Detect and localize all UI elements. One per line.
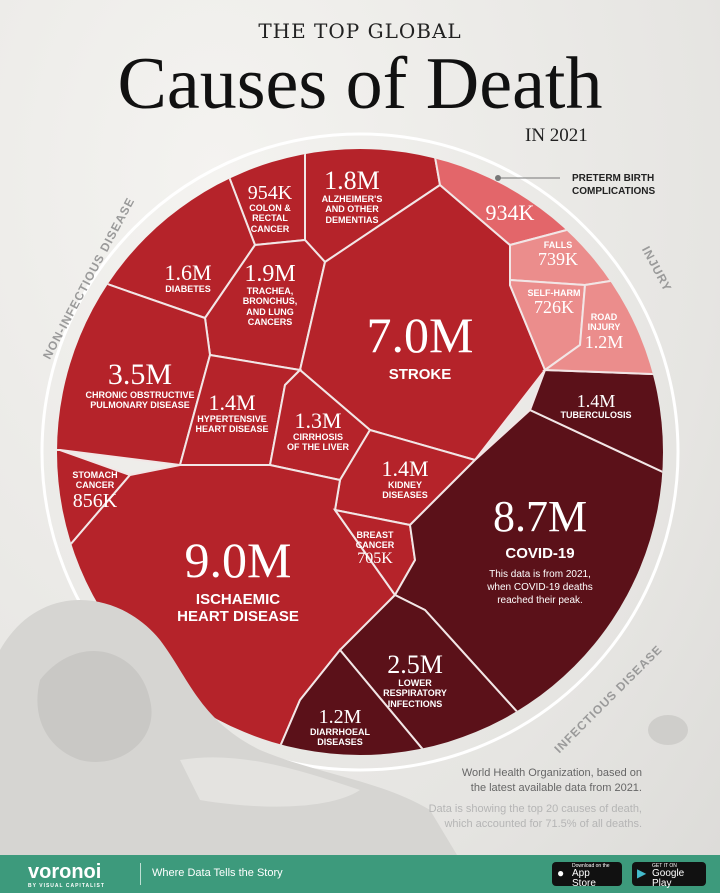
- cell-value: 856K: [72, 489, 118, 512]
- cell-label: 1.4M HYPERTENSIVE HEART DISEASE: [195, 392, 268, 435]
- cell-value: 1.2M: [584, 331, 624, 352]
- cell-name: TUBERCULOSIS: [560, 410, 632, 420]
- cell-name: TRACHEA, BRONCHUS, AND LUNG CANCERS: [242, 286, 298, 328]
- page-title: Causes of Death: [117, 43, 603, 125]
- cell-label: 1.9M TRACHEA, BRONCHUS, AND LUNG CANCERS: [243, 262, 298, 327]
- cell-name: CHRONIC OBSTRUCTIVE PULMONARY DISEASE: [85, 390, 195, 411]
- cell-value: 954K: [247, 182, 293, 204]
- cell-label: 1.8M ALZHEIMER'S AND OTHER DEMENTIAS: [322, 168, 383, 225]
- app-store-button[interactable]: ● Download on the App Store: [552, 862, 622, 889]
- cell-name: ALZHEIMER'S AND OTHER DEMENTIAS: [321, 194, 383, 225]
- cell-label: BREAST CANCER 705K: [356, 530, 395, 567]
- cell-label: 8.7M COVID-19 This data is from 2021, when…: [487, 495, 593, 607]
- cell-value: 8.7M: [492, 492, 588, 541]
- divider: [140, 863, 141, 885]
- footnote-text: Data is showing the top 20 causes of dea…: [428, 803, 642, 830]
- cell-label: 2.5M LOWER RESPIRATORY INFECTIONS: [383, 652, 447, 709]
- cell-label: 1.2M DIARRHOEAL DISEASES: [310, 707, 370, 748]
- brand-sub: BY VISUAL CAPITALIST: [28, 883, 105, 889]
- cell-label: 1.3M CIRRHOSIS OF THE LIVER: [287, 410, 349, 453]
- cell-value: 9.0M: [184, 532, 292, 588]
- cell-label: 9.0M ISCHAEMIC HEART DISEASE: [177, 535, 299, 626]
- cell-value: 1.8M: [324, 166, 380, 195]
- cell-name: LOWER RESPIRATORY INFECTIONS: [383, 678, 447, 709]
- cell-name: DIABETES: [165, 284, 211, 294]
- cell-name: STROKE: [388, 366, 452, 383]
- gplay-small: GET IT ON: [652, 863, 677, 869]
- cell-name: DIARRHOEAL DISEASES: [310, 727, 370, 748]
- cell-value: 7.0M: [366, 307, 474, 363]
- cell-value: 2.5M: [387, 650, 443, 679]
- cell-value: 1.4M: [208, 390, 256, 415]
- cell-name: ROAD INJURY: [587, 312, 621, 333]
- cell-name: HYPERTENSIVE HEART DISEASE: [195, 414, 269, 435]
- cell-value: 3.5M: [107, 358, 173, 391]
- preterm-leader-dot: [495, 175, 501, 181]
- cell-value: 1.3M: [294, 408, 342, 433]
- cell-label: SELF-HARM 726K: [528, 288, 581, 316]
- cell-label: 1.4M KIDNEY DISEASES: [381, 458, 428, 501]
- tagline: Where Data Tells the Story: [152, 867, 283, 879]
- cell-label: 934K: [486, 202, 535, 224]
- cell-value: 934K: [485, 200, 535, 225]
- play-icon: ▶: [637, 866, 647, 880]
- cell-value: 726K: [534, 297, 574, 318]
- gplay-label: Google Play: [652, 868, 685, 889]
- cell-label: ROAD INJURY 1.2M: [585, 312, 624, 351]
- cell-name: SELF-HARM: [527, 288, 581, 298]
- cell-label: 1.6M DIABETES: [164, 260, 212, 295]
- appstore-small: Download on the: [572, 863, 610, 869]
- footer: voronoi BY VISUAL CAPITALIST Where Data T…: [0, 855, 720, 893]
- voronoi-logo-icon: [648, 715, 688, 745]
- cell-value: 1.2M: [318, 706, 362, 728]
- cell-value: 1.9M: [244, 261, 296, 287]
- google-play-button[interactable]: ▶ GET IT ON Google Play: [632, 862, 706, 889]
- cell-value: 739K: [538, 249, 578, 270]
- cell-15: [268, 648, 443, 755]
- apple-icon: ●: [557, 866, 565, 880]
- cell-value: 705K: [357, 549, 393, 567]
- cell-label: STOMACH CANCER 856K: [72, 470, 117, 511]
- cell-label: 1.4M TUBERCULOSIS: [560, 392, 631, 420]
- source-text: World Health Organization, based on the …: [461, 767, 642, 794]
- cell-label: 3.5M CHRONIC OBSTRUCTIVE PULMONARY DISEAS…: [85, 360, 194, 411]
- brand-logo[interactable]: voronoi BY VISUAL CAPITALIST: [28, 861, 105, 889]
- cell-name: KIDNEY DISEASES: [382, 480, 428, 501]
- cell-name: COVID-19: [505, 545, 575, 562]
- cell-name: ISCHAEMIC HEART DISEASE: [177, 591, 299, 626]
- cell-value: 1.6M: [164, 260, 212, 285]
- cell-name: STOMACH CANCER: [72, 470, 118, 491]
- brand-name: voronoi: [28, 861, 102, 883]
- preterm-callout: PRETERM BIRTH COMPLICATIONS: [572, 173, 656, 197]
- kicker: THE TOP GLOBAL: [258, 19, 462, 43]
- cell-value: 1.4M: [381, 456, 429, 481]
- cell-name: COLON & RECTAL CANCER: [249, 203, 291, 234]
- outer-ring: [40, 132, 680, 772]
- cell-label: FALLS 739K: [538, 240, 578, 268]
- cell-name: BREAST CANCER: [355, 530, 395, 551]
- cell-value: 1.4M: [576, 391, 616, 411]
- year-label: IN 2021: [525, 125, 588, 146]
- cell-name: CIRRHOSIS OF THE LIVER: [286, 432, 350, 453]
- covid-note: This data is from 2021, when COVID-19 de…: [487, 569, 593, 607]
- cell-label: 7.0M STROKE: [367, 310, 474, 383]
- cell-name: FALLS: [543, 240, 573, 250]
- cell-label: 954K COLON & RECTAL CANCER: [248, 183, 292, 234]
- appstore-label: App Store: [572, 868, 596, 889]
- statue-image: [0, 600, 460, 860]
